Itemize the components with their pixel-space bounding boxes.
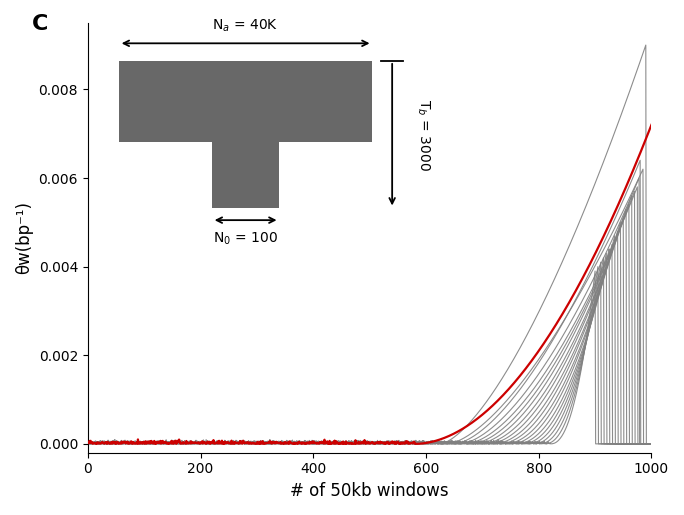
Text: C: C [31,14,48,35]
X-axis label: # of 50kb windows: # of 50kb windows [290,482,449,500]
Y-axis label: θw(bp⁻¹): θw(bp⁻¹) [15,201,33,274]
